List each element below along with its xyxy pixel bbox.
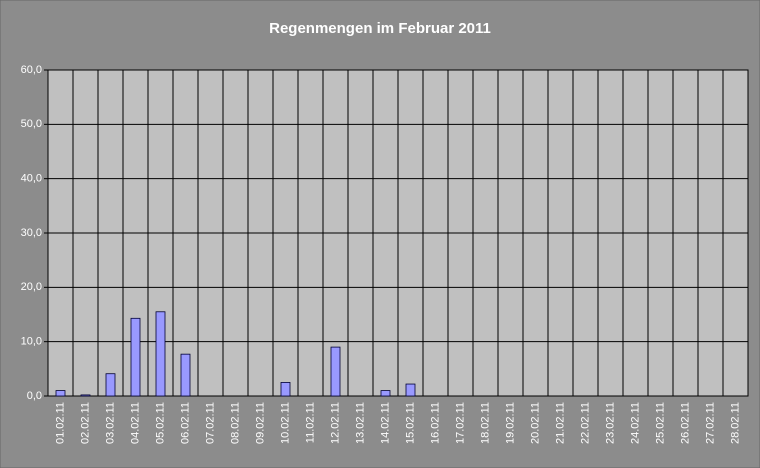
x-tick-label: 27.02.11 [704,402,716,444]
bar [155,311,166,397]
x-tick-label: 01.02.11 [54,402,66,444]
x-tick-label: 21.02.11 [554,402,566,444]
bar [80,394,91,397]
x-tick-label: 15.02.11 [404,402,416,444]
y-tick-label: 30,0 [21,227,42,239]
x-tick-label: 08.02.11 [229,402,241,444]
bar [280,382,291,397]
bar [105,373,116,397]
y-tick-label: 0,0 [27,390,42,402]
x-tick-label: 26.02.11 [679,402,691,444]
x-tick-label: 07.02.11 [204,402,216,444]
y-tick-label: 60,0 [21,64,42,76]
x-tick-label: 02.02.11 [79,402,91,444]
y-tick-label: 20,0 [21,281,42,293]
x-tick-label: 19.02.11 [504,402,516,444]
x-tick-label: 06.02.11 [179,402,191,444]
x-tick-label: 22.02.11 [579,402,591,444]
x-tick-label: 24.02.11 [629,402,641,444]
bar [405,383,416,397]
plot-border [47,69,749,397]
y-tick-label: 40,0 [21,173,42,185]
x-tick-label: 23.02.11 [604,402,616,444]
x-tick-label: 20.02.11 [529,402,541,444]
x-tick-label: 17.02.11 [454,402,466,444]
x-tick-label: 13.02.11 [354,402,366,444]
bar [380,390,391,397]
bar [180,353,191,397]
x-tick-label: 14.02.11 [379,402,391,444]
x-tick-label: 28.02.11 [729,402,741,444]
chart-title: Regenmengen im Februar 2011 [269,20,491,37]
x-tick-label: 11.02.11 [304,402,316,443]
x-tick-label: 04.02.11 [129,402,141,444]
x-tick-label: 09.02.11 [254,402,266,444]
x-tick-label: 18.02.11 [479,402,491,444]
bar [330,346,341,397]
x-tick-label: 10.02.11 [279,402,291,444]
x-tick-label: 25.02.11 [654,402,666,444]
x-tick-label: 03.02.11 [104,402,116,444]
bar [55,390,66,397]
x-tick-label: 12.02.11 [329,402,341,444]
x-tick-label: 05.02.11 [154,402,166,444]
y-tick-label: 10,0 [21,336,42,348]
y-tick-label: 50,0 [21,118,42,130]
x-tick-label: 16.02.11 [429,402,441,444]
bar [130,317,141,397]
